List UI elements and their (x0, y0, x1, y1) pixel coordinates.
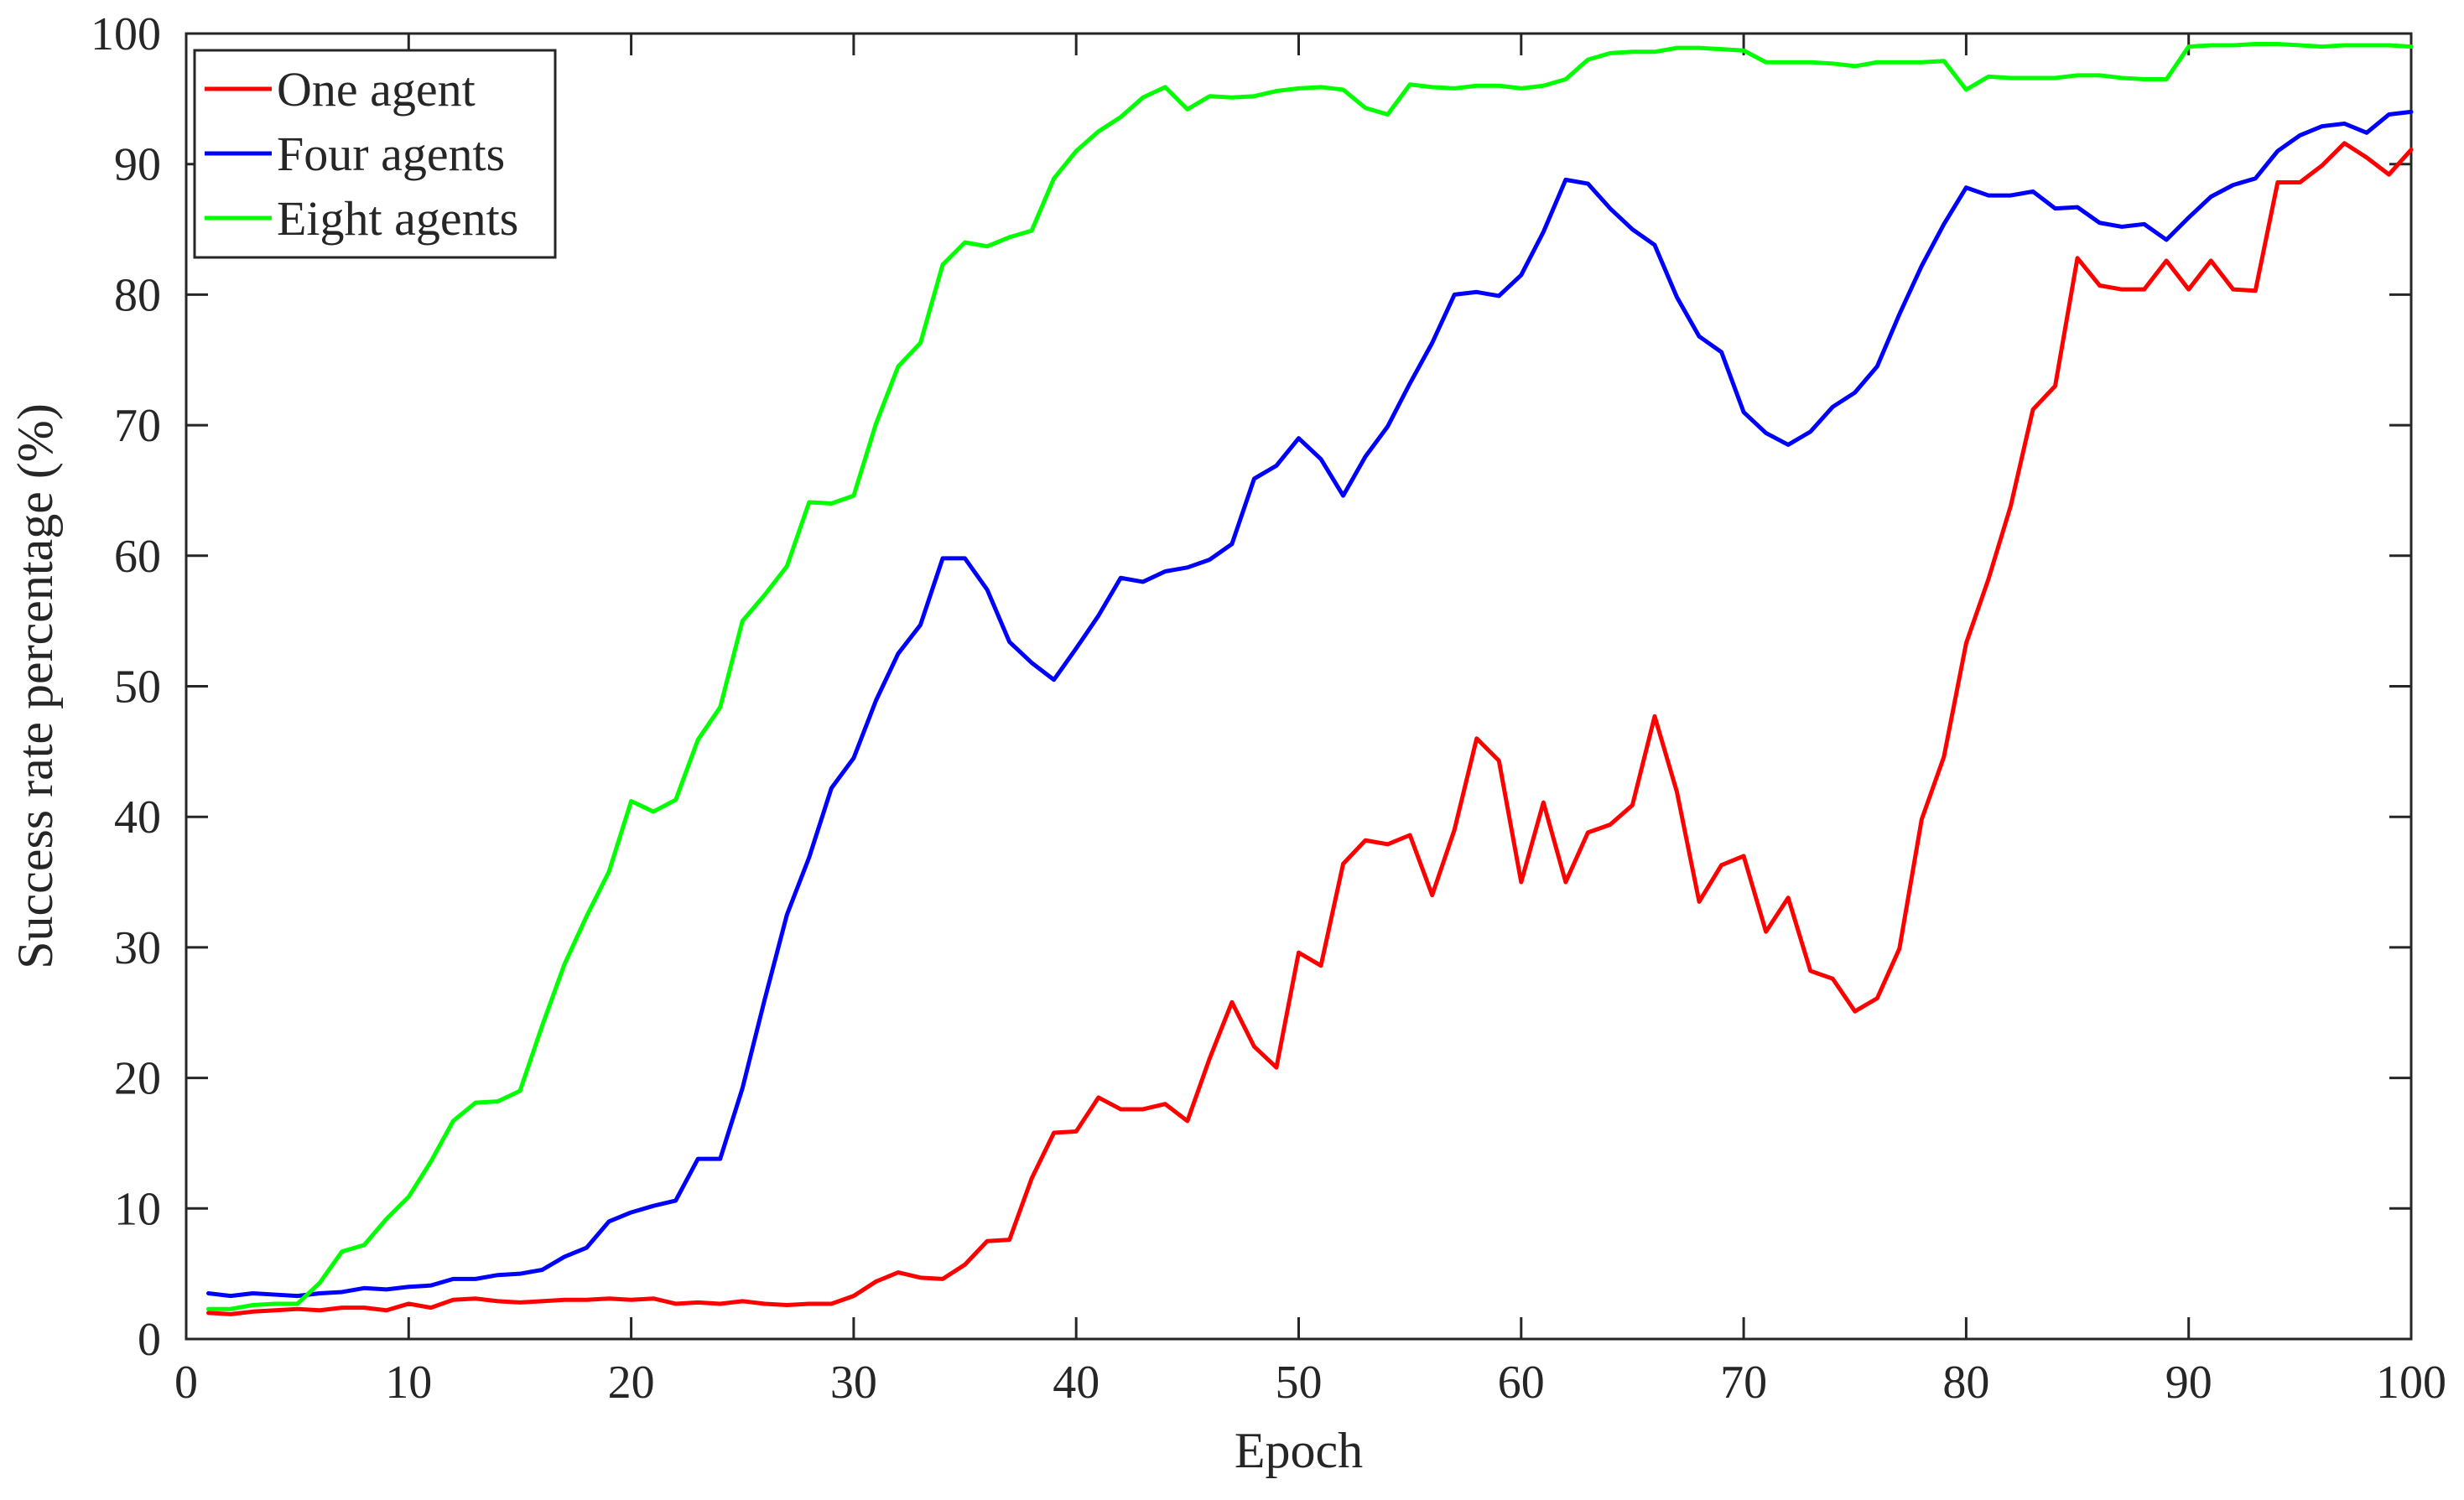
x-tick-label: 60 (1498, 1357, 1545, 1409)
x-axis-label: Epoch (1235, 1423, 1363, 1478)
y-tick-label: 100 (91, 8, 161, 60)
x-tick-label: 0 (174, 1357, 198, 1409)
y-tick-label: 90 (114, 139, 161, 191)
y-tick-label: 10 (114, 1183, 161, 1235)
series-line-eight-agents (206, 41, 2414, 1311)
y-axis-label: Success rate percentage (%) (8, 403, 63, 969)
x-tick-label: 100 (2376, 1357, 2446, 1409)
y-tick-label: 20 (114, 1053, 161, 1105)
legend: One agent Four agents Eight agents (193, 49, 557, 259)
series-line-one-agent (206, 141, 2414, 1316)
y-tick-label: 50 (114, 662, 161, 714)
y-tick-label: 30 (114, 922, 161, 974)
x-tick-label: 10 (385, 1357, 432, 1409)
y-tick-label: 0 (138, 1314, 161, 1366)
x-tick-label: 90 (2165, 1357, 2212, 1409)
y-tick-label: 70 (114, 400, 161, 452)
x-tick-label: 50 (1276, 1357, 1323, 1409)
legend-entry-label: Four agents (277, 127, 505, 181)
legend-entry-label: One agent (277, 62, 476, 117)
x-tick-label: 40 (1053, 1357, 1099, 1409)
y-tick-label: 80 (114, 269, 161, 321)
y-tick-label: 60 (114, 531, 161, 583)
x-tick-label: 20 (608, 1357, 655, 1409)
x-tick-label: 70 (1720, 1357, 1767, 1409)
y-tick-label: 40 (114, 792, 161, 843)
series-line-four-agents (206, 109, 2414, 1299)
x-tick-label: 30 (830, 1357, 877, 1409)
legend-entry-label: Eight agents (277, 191, 518, 246)
x-tick-label: 80 (1942, 1357, 1989, 1409)
